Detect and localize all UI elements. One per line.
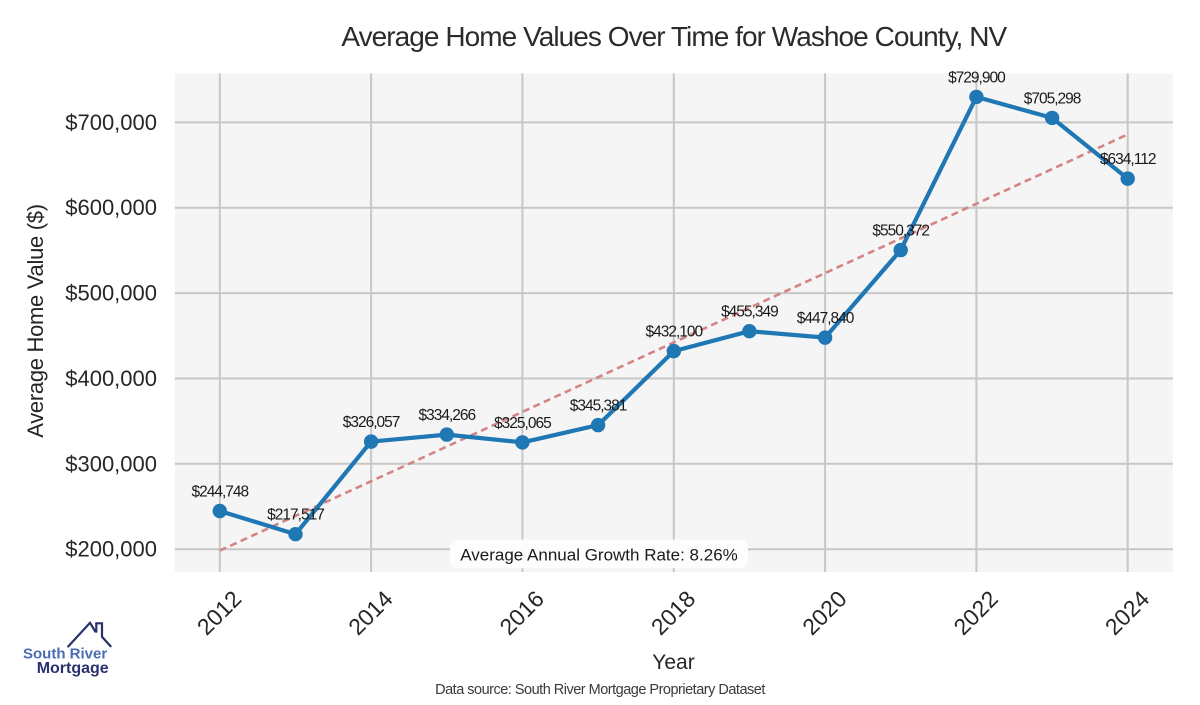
- svg-text:Average Home Value ($): Average Home Value ($): [23, 204, 48, 438]
- svg-text:$432,100: $432,100: [645, 324, 703, 341]
- svg-text:Average Annual Growth Rate: 8.: Average Annual Growth Rate: 8.26%: [460, 546, 738, 565]
- svg-text:$600,000: $600,000: [65, 195, 157, 220]
- svg-text:$550,372: $550,372: [872, 223, 929, 240]
- svg-text:$326,057: $326,057: [343, 414, 400, 431]
- svg-text:$700,000: $700,000: [65, 110, 157, 135]
- svg-text:$705,298: $705,298: [1024, 90, 1081, 107]
- svg-text:$455,349: $455,349: [721, 304, 778, 321]
- svg-text:$345,381: $345,381: [570, 398, 627, 415]
- svg-text:$217,517: $217,517: [267, 507, 324, 524]
- svg-text:$325,065: $325,065: [494, 415, 551, 432]
- svg-text:$447,840: $447,840: [797, 310, 855, 327]
- svg-text:Average Home Values Over Time: Average Home Values Over Time for Washoe…: [341, 21, 1007, 52]
- svg-text:$634,112: $634,112: [1100, 151, 1156, 168]
- svg-text:Data source: South River Mortg: Data source: South River Mortgage Propri…: [435, 682, 765, 698]
- svg-text:$300,000: $300,000: [65, 451, 157, 476]
- svg-text:$729,900: $729,900: [948, 69, 1006, 86]
- svg-text:$200,000: $200,000: [65, 537, 157, 562]
- svg-text:$400,000: $400,000: [65, 366, 157, 391]
- svg-text:$500,000: $500,000: [65, 281, 157, 306]
- svg-text:$334,266: $334,266: [418, 407, 475, 424]
- svg-text:Year: Year: [652, 651, 694, 674]
- svg-text:Mortgage: Mortgage: [37, 660, 109, 677]
- svg-text:South River: South River: [23, 646, 107, 663]
- svg-text:$244,748: $244,748: [191, 484, 248, 501]
